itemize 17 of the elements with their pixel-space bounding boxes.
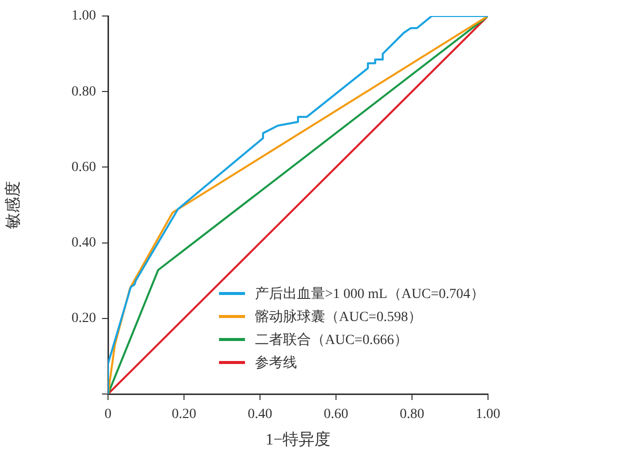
x-tick-label: 0.80: [400, 407, 424, 422]
legend-label: 二者联合（AUC=0.666）: [255, 332, 408, 348]
y-axis-title: 敏感度: [4, 181, 22, 229]
y-tick-label: 0.60: [72, 160, 96, 175]
x-axis-title: 1−特异度: [265, 430, 331, 449]
legend-label: 髂动脉球囊（AUC=0.598）: [255, 308, 422, 326]
y-tick-label: 0.20: [72, 311, 96, 326]
y-tick-label: 1.00: [72, 8, 96, 24]
x-tick-label: 1.00: [476, 407, 500, 422]
legend-label: 参考线: [255, 354, 297, 372]
x-tick-label: 0.40: [248, 407, 272, 422]
y-tick-label: 0.40: [72, 235, 96, 250]
x-tick-label: 0.20: [172, 407, 196, 422]
legend-label: 产后出血量>1 000 mL（AUC=0.704）: [255, 285, 484, 302]
x-tick-label: 0.60: [324, 407, 348, 422]
y-tick-label: 0.80: [72, 84, 96, 100]
x-tick-label: 0: [104, 407, 112, 422]
